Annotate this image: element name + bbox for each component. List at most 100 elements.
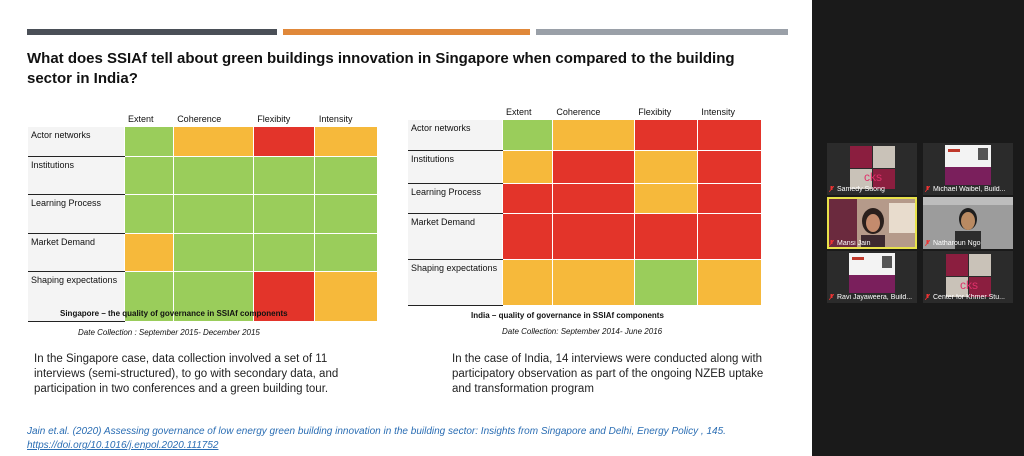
grid-row: Institutions [28, 156, 378, 195]
grid-cell-red [633, 119, 698, 151]
top-bar-1 [27, 29, 277, 35]
participant-video-icon [923, 197, 1013, 249]
cks-logo-icon: cks [923, 251, 1013, 303]
column-header: Flexibity [257, 114, 291, 124]
row-label: Institutions [408, 150, 502, 184]
row-label: Actor networks [28, 126, 124, 157]
participant-tile[interactable]: Michael Waibel, Build... [923, 143, 1013, 195]
grid-cell-red [551, 150, 635, 184]
participant-name: Samedy Suong [837, 186, 885, 193]
svg-text:cks: cks [864, 170, 882, 184]
grid-row: Actor networks [408, 119, 763, 151]
column-header: Flexibity [638, 107, 672, 117]
grid-cell-red [501, 183, 553, 214]
grid-cell-green [172, 233, 254, 272]
grid-cell-amber [633, 183, 698, 214]
row-label: Institutions [28, 156, 124, 195]
row-label: Shaping expectations [408, 259, 502, 306]
shared-slide-thumbnail-icon [827, 251, 917, 303]
microphone-muted-icon [925, 294, 930, 300]
grid-cell-amber [123, 233, 174, 272]
participant-video-icon [827, 197, 917, 249]
presentation-slide: What does SSIAf tell about green buildin… [27, 29, 788, 453]
grid-row: Market Demand [408, 213, 763, 260]
participant-tile[interactable]: Mansi Jain [827, 197, 917, 249]
participant-tile[interactable]: cks Samedy Suong [827, 143, 917, 195]
singapore-date: Date Collection : September 2015- Decemb… [78, 328, 260, 337]
grid-cell-red [696, 183, 763, 214]
grid-cell-red [551, 213, 635, 260]
video-participants-panel: cks Samedy Suong Michael Waibel, Build... M… [812, 0, 1024, 456]
singapore-governance-grid: Extent Coherence Flexibity Intensity Actor … [28, 108, 378, 322]
grid-cell-amber [633, 150, 698, 184]
participant-tile[interactable]: Ravi Jayaweera, Build... [827, 251, 917, 303]
participant-tile[interactable]: cks Center for Khmer Stu... [923, 251, 1013, 303]
grid-cell-green [123, 194, 174, 234]
microphone-muted-icon [829, 240, 834, 246]
singapore-caption: Singapore – the quality of governance in… [60, 309, 288, 318]
grid-row: Learning Process [408, 183, 763, 214]
row-label: Market Demand [28, 233, 124, 272]
grid-cell-green [314, 156, 378, 195]
top-bar-2 [283, 29, 530, 35]
grid-cell-amber [501, 150, 553, 184]
grid-cell-green [172, 156, 254, 195]
row-label: Learning Process [408, 183, 502, 214]
india-date: Date Collection: September 2014- June 20… [502, 327, 663, 336]
singapore-paragraph: In the Singapore case, data collection i… [34, 353, 339, 395]
grid-cell-red [633, 213, 698, 260]
column-header: Intensity [701, 107, 735, 117]
citation: Jain et.al. (2020) Assessing governance … [27, 425, 787, 453]
grid-cell-amber [314, 271, 378, 322]
participant-name: Mansi Jain [837, 240, 871, 247]
microphone-muted-icon [925, 240, 930, 246]
grid-cell-amber [501, 259, 553, 306]
microphone-muted-icon [925, 186, 930, 192]
grid-cell-green [252, 233, 316, 272]
india-paragraph: In the case of India, 14 interviews were… [452, 353, 764, 395]
column-header: Extent [128, 114, 154, 124]
grid-row: Actor networks [28, 126, 378, 157]
grid-cell-green [314, 194, 378, 234]
column-header: Extent [506, 107, 532, 117]
participant-name: Ravi Jayaweera, Build... [837, 294, 913, 301]
grid-row: Shaping expectations [28, 271, 378, 322]
grid-cell-red [551, 183, 635, 214]
grid-cell-amber [314, 126, 378, 157]
row-label: Actor networks [408, 119, 502, 151]
grid-cell-amber [172, 126, 254, 157]
slide-title: What does SSIAf tell about green buildin… [27, 50, 735, 87]
grid-row: Learning Process [28, 194, 378, 234]
grid-cell-green [123, 156, 174, 195]
india-caption: India – quality of governance in SSIAf c… [471, 311, 664, 320]
participant-tile[interactable]: Natharoun Ngo [923, 197, 1013, 249]
grid-cell-amber [551, 119, 635, 151]
grid-cell-red [696, 213, 763, 260]
india-governance-grid: Extent Coherence Flexibity Intensity Actor … [408, 101, 763, 306]
citation-doi-link[interactable]: https://doi.org/10.1016/j.enpol.2020.111… [27, 440, 219, 451]
grid-cell-green [172, 194, 254, 234]
grid-row: Market Demand [28, 233, 378, 272]
participant-name: Center for Khmer Stu... [933, 294, 1005, 301]
grid-cell-red [252, 271, 316, 322]
microphone-muted-icon [829, 186, 834, 192]
row-label: Market Demand [408, 213, 502, 260]
column-header: Intensity [318, 114, 353, 124]
grid-cell-green [501, 119, 553, 151]
grid-cell-green [123, 126, 174, 157]
cks-logo-icon: cks [827, 143, 917, 195]
grid-cell-red [252, 126, 316, 157]
participant-name: Natharoun Ngo [933, 240, 981, 247]
grid-cell-green [172, 271, 254, 322]
grid-cell-green [123, 271, 174, 322]
svg-text:cks: cks [960, 278, 978, 292]
grid-row: Institutions [408, 150, 763, 184]
grid-row: Shaping expectations [408, 259, 763, 306]
row-label: Learning Process [28, 194, 124, 234]
grid-cell-amber [696, 259, 763, 306]
participant-name: Michael Waibel, Build... [933, 186, 1006, 193]
citation-text: Jain et.al. (2020) Assessing governance … [27, 426, 726, 437]
row-label: Shaping expectations [28, 271, 124, 322]
grid-cell-amber [551, 259, 635, 306]
grid-cell-green [252, 194, 316, 234]
